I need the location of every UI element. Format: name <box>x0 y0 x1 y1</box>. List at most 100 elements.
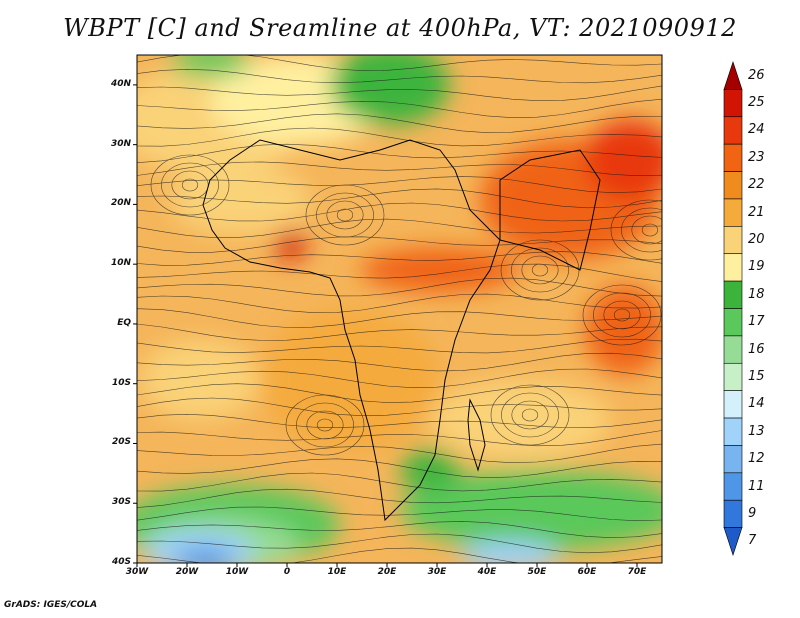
vortex-streamline <box>511 400 549 430</box>
streamline <box>137 55 662 72</box>
colorbar-segment <box>723 417 743 446</box>
colorbar-label: 21 <box>748 204 765 220</box>
vortex-streamline <box>285 394 365 456</box>
colorbar-label: 19 <box>748 259 765 275</box>
field-patch <box>330 55 450 125</box>
colorbar-segment <box>723 89 743 118</box>
streamline <box>137 263 662 282</box>
arabia-coast <box>499 149 601 271</box>
colorbar-segment <box>723 499 743 528</box>
streamline <box>137 236 662 253</box>
streamlines <box>137 55 662 563</box>
coastlines <box>202 139 601 522</box>
colorbar-label: 16 <box>748 341 765 357</box>
vortex-streamline <box>593 292 651 338</box>
field-patch <box>274 231 306 259</box>
lon-tick-label: 50E <box>527 567 547 577</box>
vortex-streamline <box>521 255 559 285</box>
streamline <box>137 218 662 238</box>
lat-tick-label: 40N <box>110 78 131 89</box>
field-patch <box>585 120 662 200</box>
map-frame <box>136 54 663 564</box>
streamline <box>137 383 662 403</box>
streamline <box>137 472 662 492</box>
field-patch <box>170 55 250 77</box>
field-patch <box>170 165 310 235</box>
vortex-streamline <box>305 184 385 246</box>
colorbar-segment <box>723 472 743 501</box>
colorbar-segment <box>723 390 743 419</box>
colorbar-label: 15 <box>748 368 765 384</box>
lat-tick-label: 10S <box>111 377 131 388</box>
colorbar-label: 25 <box>748 95 765 111</box>
vortex-streamline <box>336 208 354 222</box>
colorbar-segment <box>723 171 743 200</box>
lat-tick-label: 20N <box>110 198 131 209</box>
streamline <box>137 521 662 539</box>
colorbar-label: 11 <box>748 478 765 494</box>
colorbar-segment <box>723 253 743 282</box>
vortex-streamline <box>150 154 230 216</box>
vortex-streamline <box>610 199 662 261</box>
lon-tick-label: 20E <box>377 567 397 577</box>
colorbar-label: 14 <box>748 396 765 412</box>
colorbar-label: 20 <box>748 232 765 248</box>
colorbar-label: 12 <box>748 451 765 467</box>
lon-tick-label: 10W <box>225 567 249 577</box>
colorbar-segment <box>723 362 743 391</box>
vortex-streamline <box>621 207 662 253</box>
streamline <box>137 293 662 313</box>
streamline <box>137 113 662 134</box>
field-patch <box>460 540 560 563</box>
madagascar-coast <box>467 398 486 472</box>
lon-tick-label: 10E <box>327 567 347 577</box>
streamline <box>137 547 662 563</box>
lat-tick-label: EQ <box>117 317 131 328</box>
field-patch <box>175 548 235 563</box>
lon-tick-label: 0 <box>283 567 291 577</box>
colorbar-segment <box>723 226 743 255</box>
streamline <box>137 323 662 341</box>
streamline <box>137 202 662 222</box>
lat-tick-label: 30S <box>111 497 131 508</box>
colorbar-segment <box>723 308 743 337</box>
streamline <box>137 127 662 147</box>
vortex-streamline <box>306 410 344 440</box>
colorbar-segment <box>723 527 743 556</box>
lat-tick-label: 20S <box>111 437 131 448</box>
streamline <box>137 338 662 354</box>
lon-tick-label: 70E <box>627 567 647 577</box>
lon-tick-label: 30W <box>125 567 149 577</box>
lon-tick-label: 60E <box>577 567 597 577</box>
streamline <box>137 413 662 429</box>
colorbar-label: 26 <box>748 67 765 83</box>
field-patch <box>360 248 520 292</box>
colorbar-label: 13 <box>748 423 765 439</box>
colorbar-segment <box>723 445 743 474</box>
vortex-streamline <box>161 162 219 208</box>
vortex-streamline <box>181 178 199 192</box>
streamline <box>137 352 662 372</box>
vortex-streamline <box>326 200 364 230</box>
lon-tick-label: 30E <box>427 567 447 577</box>
africa-coast <box>202 139 501 522</box>
streamline <box>137 85 662 102</box>
colorbar-label: 17 <box>748 314 765 330</box>
vortex-streamline <box>490 384 570 446</box>
colorbar-label: 23 <box>748 149 765 165</box>
colorbar-segment <box>723 335 743 364</box>
streamline <box>137 308 662 328</box>
colorbar-segment <box>723 61 743 90</box>
vortex-streamline <box>521 408 539 422</box>
colorbar-segment <box>723 280 743 309</box>
streamline <box>137 176 662 194</box>
streamline <box>137 277 662 297</box>
field-patch <box>585 285 662 375</box>
streamline <box>137 458 662 479</box>
colorbar-segment <box>723 116 743 145</box>
streamline <box>137 251 662 266</box>
field-patch <box>260 310 440 450</box>
vortex-streamline <box>603 300 641 330</box>
field-patch <box>400 450 460 490</box>
